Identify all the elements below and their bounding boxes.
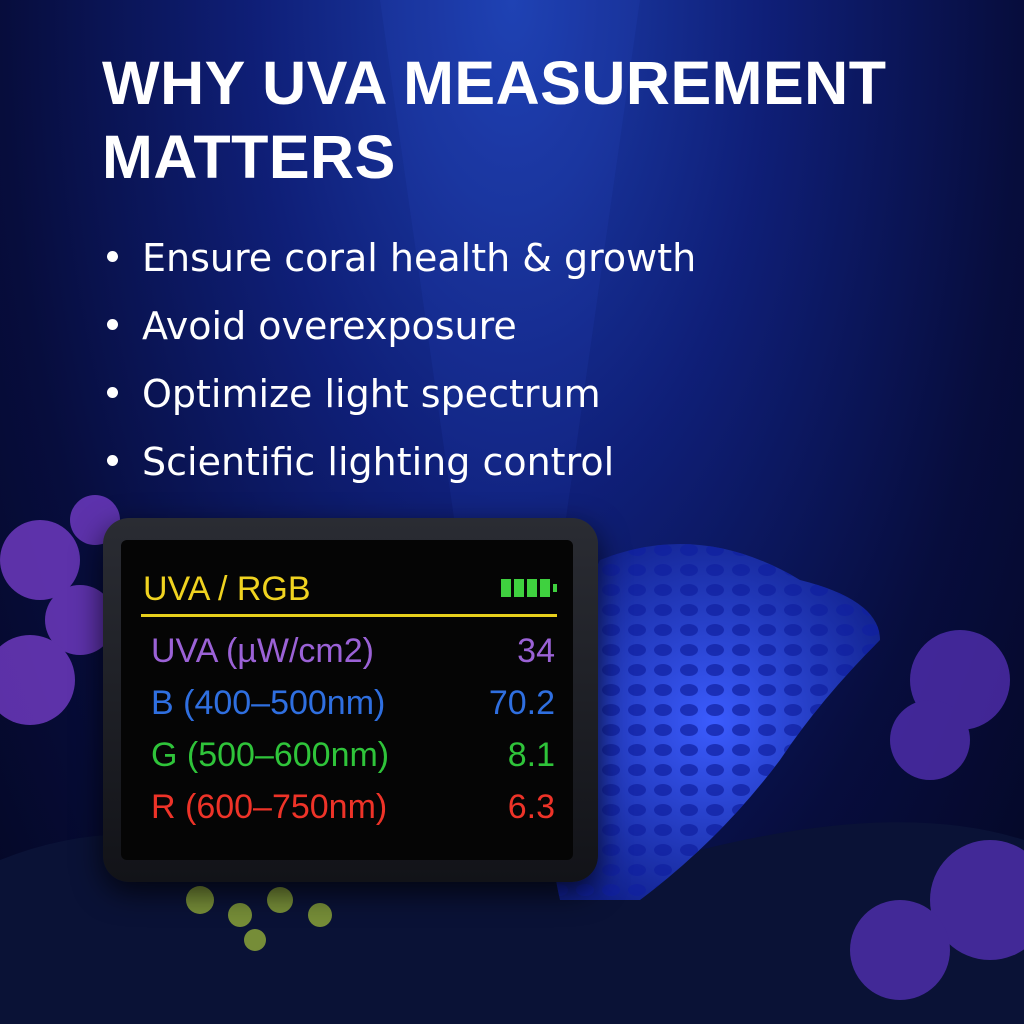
- screen-header: UVA / RGB: [143, 570, 311, 608]
- meter-device: UVA / RGB UVA (µW/cm2) 34 B (400–500nm) 70.…: [103, 518, 598, 882]
- coral-green: [186, 886, 332, 951]
- bullet-dot: [107, 455, 118, 466]
- reading-value: 8.1: [507, 736, 555, 774]
- reading-value: 6.3: [507, 788, 555, 826]
- bullet-text: Scientific lighting control: [142, 440, 615, 484]
- bullet-text: Avoid overexposure: [142, 304, 517, 348]
- coral-left: [0, 495, 120, 725]
- bullet-text: Optimize light spectrum: [142, 372, 601, 416]
- reading-row: R (600–750nm) 6.3: [151, 788, 555, 838]
- reading-label: B (400–500nm): [151, 684, 386, 722]
- bullet-text: Ensure coral health & growth: [142, 236, 697, 280]
- coral-right: [850, 630, 1024, 1000]
- clam-pattern: [546, 544, 880, 900]
- reading-label: G (500–600nm): [151, 736, 390, 774]
- battery-icon: [501, 579, 557, 597]
- title: WHY UVA MEASUREMENT MATTERS: [102, 49, 887, 191]
- bullet-item: Ensure coral health & growth: [103, 228, 696, 296]
- bullet-item: Avoid overexposure: [103, 296, 696, 364]
- reading-label: R (600–750nm): [151, 788, 388, 826]
- header-rule: [141, 614, 557, 617]
- reading-row: UVA (µW/cm2) 34: [151, 632, 555, 682]
- light-ray: [380, 0, 640, 560]
- reading-value: 34: [517, 632, 555, 670]
- bullet-list: Ensure coral health & growth Avoid overex…: [103, 228, 696, 500]
- bullet-dot: [107, 387, 118, 398]
- reading-value: 70.2: [488, 684, 555, 722]
- bullet-item: Optimize light spectrum: [103, 364, 696, 432]
- reading-row: B (400–500nm) 70.2: [151, 684, 555, 734]
- reading-row: G (500–600nm) 8.1: [151, 736, 555, 786]
- bullet-dot: [107, 319, 118, 330]
- meter-screen: UVA / RGB UVA (µW/cm2) 34 B (400–500nm) 70.…: [121, 540, 573, 860]
- bullet-dot: [107, 251, 118, 262]
- bullet-item: Scientific lighting control: [103, 432, 696, 500]
- reading-label: UVA (µW/cm2): [151, 632, 374, 670]
